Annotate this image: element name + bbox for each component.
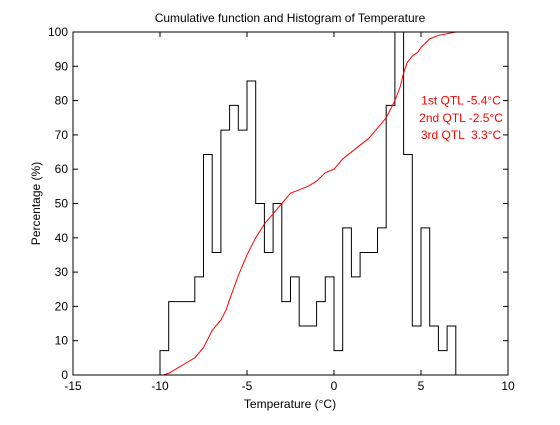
y-tick-label: 20 — [55, 299, 69, 313]
y-tick-label: 0 — [61, 368, 68, 382]
y-tick-label: 50 — [55, 197, 69, 211]
x-tick-label: 0 — [331, 379, 338, 393]
chart-marks — [73, 31, 508, 376]
quantile-annotation: 1st QTL -5.4°C — [421, 94, 501, 108]
y-tick-label: 60 — [55, 162, 69, 176]
y-tick-label: 40 — [55, 231, 69, 245]
cdf-series-line — [73, 31, 508, 376]
plot-background — [73, 32, 508, 375]
y-tick-label: 100 — [48, 25, 68, 39]
x-tick-label: -10 — [151, 379, 169, 393]
histogram-series — [159, 31, 457, 375]
x-axis-label: Temperature (°C) — [244, 397, 336, 411]
y-tick-label: 90 — [55, 59, 69, 73]
quantile-annotations: 1st QTL -5.4°C 2nd QTL -2.5°C 3rd QTL 3.3°… — [419, 94, 503, 142]
quantile-annotation: 2nd QTL -2.5°C — [419, 111, 503, 125]
chart-title: Cumulative function and Histogram of Tem… — [155, 11, 426, 25]
y-tick-label: 70 — [55, 128, 69, 142]
quantile-annotation: 3rd QTL 3.3°C — [421, 128, 502, 142]
x-tick-label: -5 — [242, 379, 253, 393]
y-tick-label: 80 — [55, 94, 69, 108]
y-tick-label: 30 — [55, 265, 69, 279]
y-tick-label: 10 — [55, 334, 69, 348]
y-axis-label: Percentage (%) — [29, 162, 43, 245]
x-tick-label: 5 — [418, 379, 425, 393]
x-tick-label: -15 — [64, 379, 82, 393]
x-tick-label: 10 — [501, 379, 515, 393]
plot-frame — [72, 31, 509, 376]
